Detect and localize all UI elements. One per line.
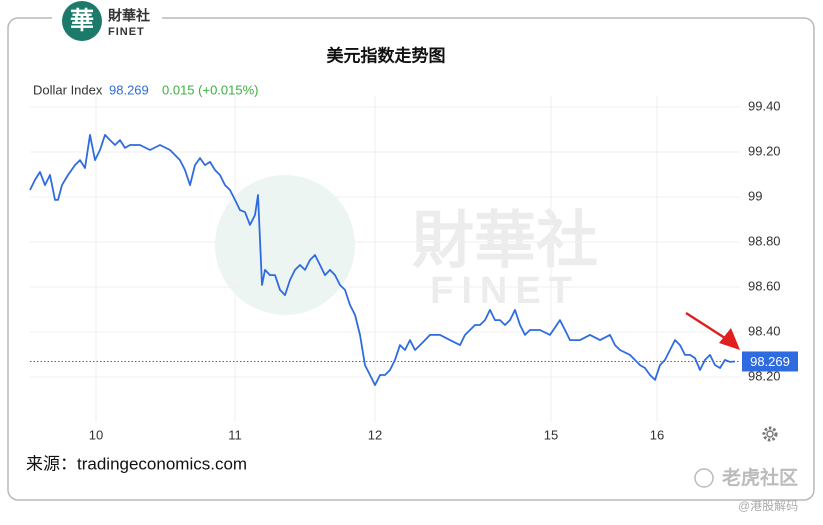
- brand: 老虎社区: [722, 466, 798, 489]
- last-value-label: 98.269: [750, 354, 790, 369]
- price-line: [29, 134, 736, 386]
- y-tick-label: 99: [748, 188, 762, 203]
- watermark-circle: [215, 175, 355, 315]
- frame: [7, 17, 815, 501]
- chart-title: 美元指数走势图: [327, 45, 446, 65]
- y-tick-label: 98.40: [748, 323, 781, 338]
- arrow-shaft: [685, 311, 729, 342]
- x-tick-label: 10: [89, 427, 103, 442]
- y-tick-label: 98.80: [748, 233, 781, 248]
- x-tick-label: 12: [368, 427, 382, 442]
- arrow-head: [719, 328, 740, 350]
- last-value-box: [742, 351, 798, 372]
- logo-circle: [62, 1, 102, 41]
- change: 0.015 (+0.015%): [162, 82, 258, 97]
- logo-mark: 華: [70, 7, 94, 34]
- logo-name: 財華社: [107, 8, 150, 24]
- logo-sub: FINET: [108, 26, 145, 38]
- y-tick-label: 98.20: [748, 368, 781, 383]
- last-value-header: 98.269: [109, 82, 149, 97]
- y-tick-label: 99.40: [748, 98, 781, 113]
- brand-icon: [694, 468, 714, 488]
- plot: 99.40 99.20 99 98.80 98.60 98.40 98.20 10 11 12 15…: [29, 95, 798, 442]
- source: 来源：tradingeconomics.com: [26, 454, 247, 473]
- x-tick-label: 11: [228, 427, 242, 442]
- settings-icon[interactable]: [762, 426, 778, 442]
- series-label: Dollar Index: [33, 82, 103, 97]
- handle: @港股解码: [738, 499, 798, 513]
- y-tick-label: 99.20: [748, 143, 781, 158]
- watermark-sub: FINET: [430, 270, 580, 312]
- x-tick-label: 16: [650, 427, 664, 442]
- watermark-name: 財華社: [412, 206, 598, 275]
- x-tick-label: 15: [544, 427, 558, 442]
- y-tick-label: 98.60: [748, 278, 781, 293]
